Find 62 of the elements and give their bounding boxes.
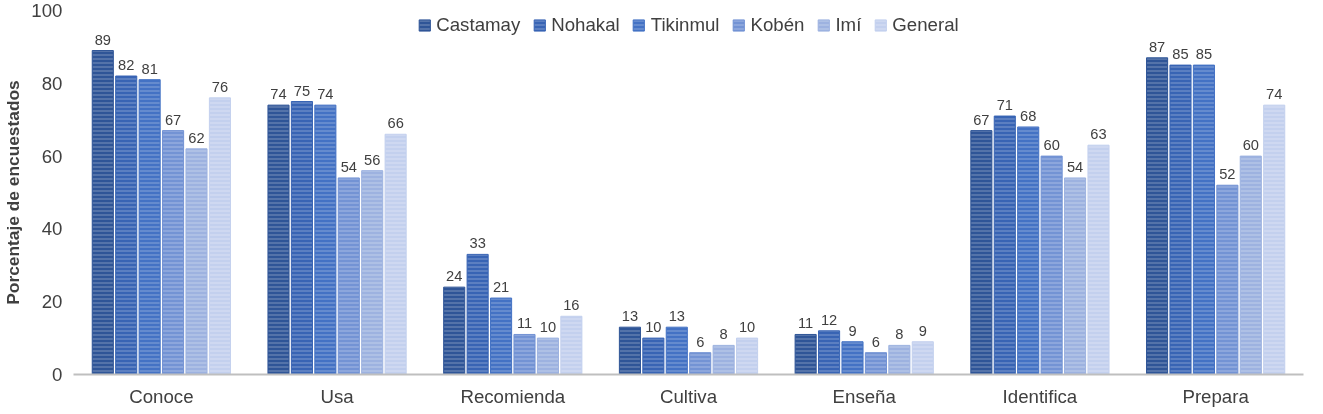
data-label: 24 (446, 268, 463, 285)
data-label: 63 (1090, 126, 1107, 143)
data-label: 66 (387, 115, 404, 132)
y-axis-title: Porcentaje de encuestados (3, 80, 24, 305)
data-label: 8 (895, 326, 904, 343)
data-label: 85 (1172, 46, 1189, 63)
data-label: 12 (820, 311, 838, 328)
x-tick-label: Cultiva (659, 385, 718, 407)
y-tick-label: 80 (41, 72, 63, 94)
data-label: 54 (340, 158, 357, 175)
data-label: 81 (141, 60, 158, 77)
data-label: 82 (118, 57, 135, 74)
data-label: 60 (1043, 137, 1060, 154)
data-label: 67 (973, 111, 990, 128)
data-label: 56 (364, 151, 381, 168)
x-tick-label: Conoce (129, 385, 194, 407)
data-label: 11 (516, 315, 533, 332)
data-label: 68 (1020, 107, 1037, 124)
legend-label: Imí (835, 14, 862, 36)
data-label: 74 (1266, 86, 1283, 103)
data-label: 85 (1195, 46, 1213, 63)
data-label: 13 (621, 308, 639, 325)
y-tick-label: 100 (31, 0, 63, 21)
x-tick-label: Enseña (832, 385, 897, 407)
data-label: 16 (563, 297, 580, 314)
data-label: 74 (317, 86, 334, 103)
legend-label: Castamay (436, 14, 521, 36)
data-label: 74 (270, 86, 287, 103)
data-label: 54 (1066, 158, 1084, 175)
data-label: 75 (293, 82, 311, 99)
data-label: 10 (539, 319, 557, 336)
data-label: 33 (469, 235, 486, 252)
legend-label: General (892, 14, 959, 36)
data-label: 8 (719, 326, 728, 343)
data-label: 13 (668, 308, 685, 325)
legend-label: Tikinmul (650, 14, 720, 36)
legend-label: Nohakal (551, 14, 620, 36)
x-tick-label: Identifica (1002, 385, 1078, 407)
data-label: 71 (996, 97, 1013, 114)
x-tick-label: Usa (320, 385, 355, 407)
data-label: 6 (696, 333, 705, 350)
data-label: 76 (211, 78, 229, 95)
data-label: 67 (164, 111, 182, 128)
y-tick-label: 40 (41, 218, 63, 240)
data-label: 9 (848, 322, 857, 339)
y-tick-label: 60 (41, 145, 63, 167)
data-label: 21 (492, 279, 510, 296)
data-label: 11 (798, 315, 814, 332)
data-label: 89 (94, 31, 111, 48)
data-label: 52 (1219, 166, 1236, 183)
y-tick-label: 20 (41, 291, 63, 313)
x-tick-label: Prepara (1182, 385, 1250, 407)
data-label: 10 (738, 319, 756, 336)
data-label: 9 (918, 322, 927, 339)
y-tick-label: 0 (52, 364, 63, 385)
data-label: 60 (1242, 137, 1259, 154)
data-label: 87 (1148, 38, 1166, 55)
data-label: 62 (188, 129, 205, 146)
x-tick-label: Recomienda (460, 385, 566, 407)
legend-label: Kobén (750, 14, 805, 36)
data-label: 10 (645, 319, 662, 336)
data-label: 6 (871, 333, 881, 350)
